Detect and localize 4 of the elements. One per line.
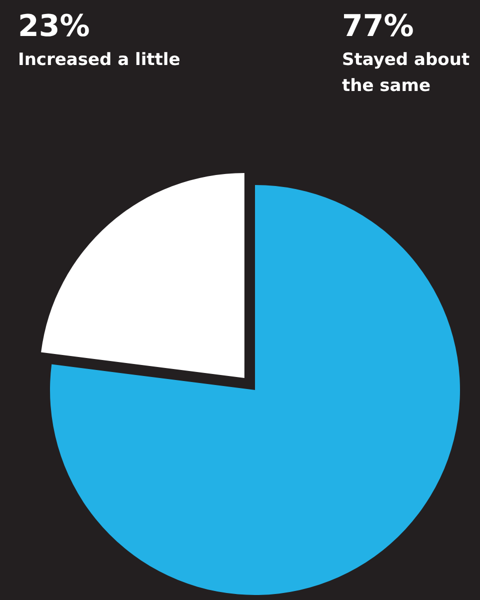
- data-label: 23%: [18, 9, 90, 44]
- data-label: 77%: [342, 9, 414, 44]
- slice-label: Stayed about the same: [342, 50, 470, 96]
- slice-label: Increased a little: [18, 50, 180, 70]
